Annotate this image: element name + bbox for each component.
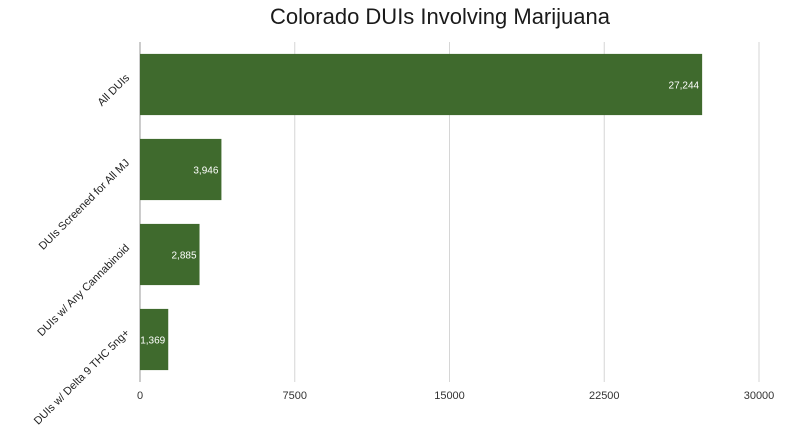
x-tick-label: 7500 [283,390,307,402]
x-tick-label: 15000 [434,390,465,402]
category-label: DUIs w/ Any Cannabinoid [35,242,132,339]
x-tick-label: 30000 [744,390,775,402]
chart-title: Colorado DUIs Involving Marijuana [270,4,610,29]
bar [140,308,169,371]
bar-value-label: 1,369 [140,336,165,347]
bars [140,53,703,371]
bar [140,223,200,286]
x-tick-label: 0 [137,390,143,402]
category-label: DUIs Screened for All MJ [37,157,132,252]
bar-value-label: 3,946 [193,166,218,177]
bar [140,53,703,116]
category-label: All DUIs [96,72,133,109]
bar-value-label: 2,885 [171,251,196,262]
category-label: DUIs w/ Delta 9 THC 5ng+ [32,327,132,427]
value-labels: 27,244 3,946 2,885 1,369 [140,81,699,347]
x-tick-labels: 0 7500 15000 22500 30000 [137,390,774,402]
x-tick-label: 22500 [589,390,620,402]
bar [140,138,222,201]
bar-value-label: 27,244 [669,81,700,92]
